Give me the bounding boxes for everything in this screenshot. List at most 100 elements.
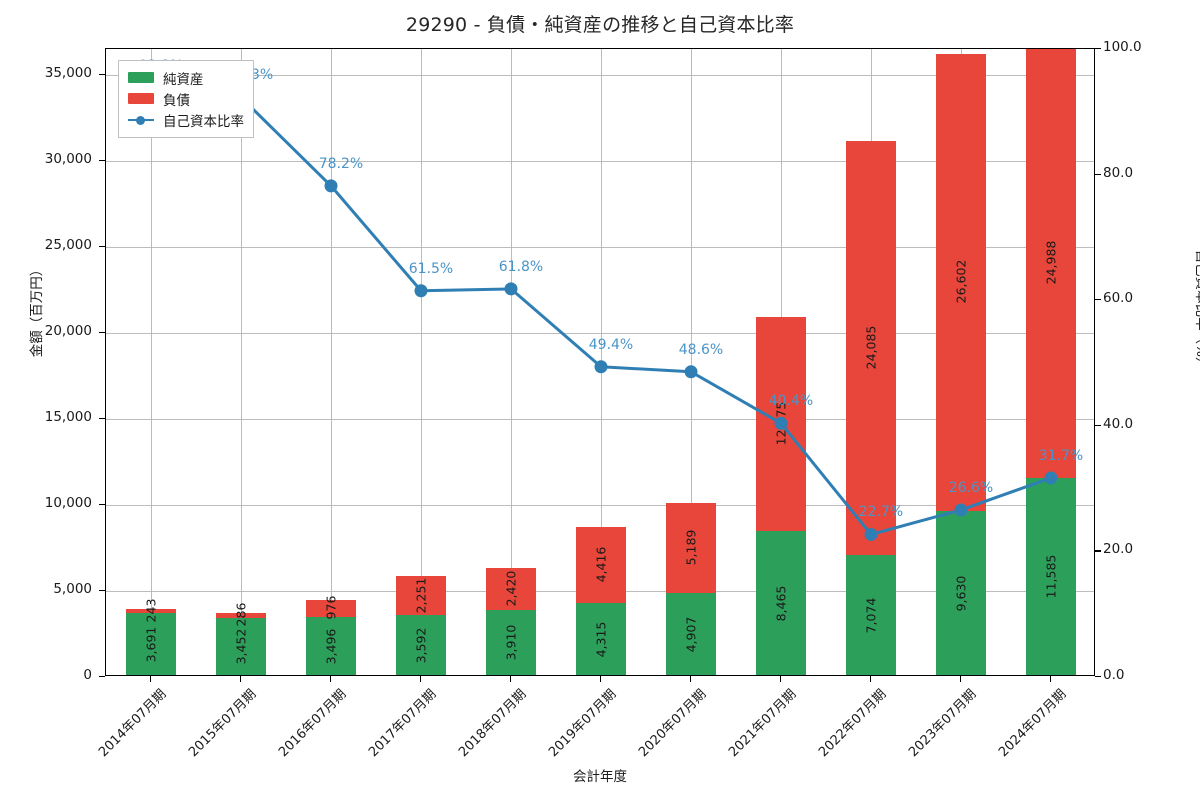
gridline-vertical xyxy=(151,49,152,675)
x-axis-tick-label: 2023年07月期 xyxy=(906,686,980,761)
gridline-vertical xyxy=(511,49,512,675)
x-axis-tick-mark xyxy=(870,676,872,682)
x-axis-tick-label: 2019年07月期 xyxy=(546,686,620,761)
bar-segment-liabilities[interactable] xyxy=(396,576,446,616)
y-axis-right-tick-label: 0.0 xyxy=(1103,667,1125,683)
y-axis-left-tick-mark xyxy=(99,245,105,248)
bar-segment-equity[interactable] xyxy=(576,602,626,675)
bar-segment-equity[interactable] xyxy=(846,555,896,675)
gridline-horizontal xyxy=(106,504,1094,506)
bar-segment-equity[interactable] xyxy=(666,592,716,675)
bar-segment-equity[interactable] xyxy=(126,613,176,675)
legend-item-liabilities[interactable]: 負債 xyxy=(128,88,244,109)
y-axis-right-tick-label: 60.0 xyxy=(1103,290,1134,307)
y-axis-right-tick-label: 100.0 xyxy=(1103,39,1142,55)
x-axis-tick-mark xyxy=(960,676,962,682)
legend-item-equity-ratio[interactable]: 自己資本比率 xyxy=(128,109,244,130)
equity-ratio-point[interactable] xyxy=(324,179,338,193)
y-axis-right-tick-mark xyxy=(1095,173,1101,175)
equity-ratio-point[interactable] xyxy=(414,284,428,298)
x-axis-tick-label: 2017年07月期 xyxy=(366,686,440,761)
legend-swatch-liabilities xyxy=(128,93,154,104)
equity-ratio-data-label: 31.7% xyxy=(1038,447,1084,464)
legend-label-equity-ratio: 自己資本比率 xyxy=(163,113,244,130)
y-axis-left-tick-mark xyxy=(99,73,105,75)
gridline-horizontal xyxy=(106,418,1094,420)
equity-ratio-line xyxy=(149,86,1053,536)
bar-segment-equity[interactable] xyxy=(306,616,356,675)
bar-segment-liabilities[interactable] xyxy=(576,526,626,603)
legend-line-marker-equity-ratio xyxy=(128,114,154,125)
equity-ratio-point[interactable] xyxy=(864,527,878,541)
y-axis-left-tick-label: 25,000 xyxy=(44,236,92,253)
bar-segment-equity[interactable] xyxy=(936,511,986,675)
equity-ratio-point[interactable] xyxy=(684,365,698,379)
bar-segment-equity[interactable] xyxy=(396,615,446,675)
y-axis-left-tick-label: 20,000 xyxy=(44,322,92,339)
equity-ratio-data-label: 78.2% xyxy=(318,155,364,172)
y-axis-right-tick-mark xyxy=(1095,676,1101,678)
x-axis-tick-label: 2014年07月期 xyxy=(96,686,170,761)
legend-item-equity[interactable]: 純資産 xyxy=(128,67,244,88)
y-axis-left-tick-label: 5,000 xyxy=(53,580,92,597)
legend-label-equity: 純資産 xyxy=(163,71,204,88)
equity-ratio-data-label: 49.4% xyxy=(588,336,634,353)
x-axis-tick-mark xyxy=(510,676,512,682)
bar-segment-liabilities[interactable] xyxy=(126,609,176,614)
x-axis-tick-label: 2018年07月期 xyxy=(456,686,530,761)
y-axis-right-tick-label: 40.0 xyxy=(1103,415,1134,432)
y-axis-left-tick-label: 35,000 xyxy=(44,64,92,81)
x-axis-tick-label: 2020年07月期 xyxy=(636,686,710,761)
equity-ratio-data-label: 48.6% xyxy=(678,341,724,358)
bar-segment-equity[interactable] xyxy=(216,617,266,675)
equity-ratio-point[interactable] xyxy=(504,282,518,296)
gridline-horizontal xyxy=(106,74,1094,76)
y-axis-right-tick-mark xyxy=(1095,424,1101,426)
x-axis-tick-mark xyxy=(330,676,332,682)
bar-segment-liabilities[interactable] xyxy=(936,53,986,512)
x-axis-tick-label: 2024年07月期 xyxy=(996,686,1070,761)
bar-segment-liabilities[interactable] xyxy=(216,612,266,618)
y-axis-right-tick-mark xyxy=(1095,48,1101,50)
equity-ratio-point[interactable] xyxy=(774,416,788,430)
bar-segment-equity[interactable] xyxy=(756,531,806,675)
chart-legend[interactable]: 純資産 負債 自己資本比率 xyxy=(118,60,254,138)
y-axis-left-tick-mark xyxy=(99,503,105,506)
bar-segment-liabilities[interactable] xyxy=(306,600,356,617)
ratio-line-layer xyxy=(144,81,1058,541)
y-axis-right-tick-label: 20.0 xyxy=(1103,541,1134,558)
x-axis-title: 会計年度 xyxy=(573,769,627,785)
plot-area: 3,691 243 3,452 286 3,496 976 3,592 2,251 3,910 2… xyxy=(105,48,1095,676)
plot-inner: 3,691 243 3,452 286 3,496 976 3,592 2,251 3,910 2… xyxy=(106,49,1094,675)
bar-segment-equity[interactable] xyxy=(486,609,536,675)
legend-swatch-equity xyxy=(128,72,154,83)
y-axis-left-tick-mark xyxy=(99,331,105,334)
x-axis-tick-mark xyxy=(240,676,242,682)
equity-ratio-point[interactable] xyxy=(594,360,608,374)
bar-segment-liabilities[interactable] xyxy=(486,568,536,610)
gridline-vertical xyxy=(691,49,692,675)
x-axis-tick-label: 2015年07月期 xyxy=(186,686,260,761)
x-axis-tick-label: 2016年07月期 xyxy=(276,686,350,761)
legend-label-liabilities: 負債 xyxy=(163,92,190,109)
x-axis-tick-mark xyxy=(420,676,422,682)
y-axis-right-tick-mark xyxy=(1095,550,1101,552)
gridline-vertical xyxy=(241,49,242,675)
chart-title: 29290 - 負債・純資産の推移と自己資本比率 xyxy=(405,14,795,36)
y-axis-left-tick-mark xyxy=(99,676,105,678)
bar-segment-liabilities[interactable] xyxy=(846,140,896,556)
y-axis-left-tick-label: 30,000 xyxy=(44,150,92,167)
equity-ratio-point[interactable] xyxy=(1044,471,1058,485)
bar-segment-liabilities[interactable] xyxy=(1026,49,1076,478)
x-axis-tick-mark xyxy=(600,676,602,682)
bar-segment-liabilities[interactable] xyxy=(666,503,716,593)
x-axis-tick-mark xyxy=(1050,676,1052,682)
y-axis-left-tick-mark xyxy=(99,589,105,592)
bar-segment-equity[interactable] xyxy=(1026,477,1076,675)
equity-ratio-data-label: 61.5% xyxy=(408,260,454,277)
equity-ratio-point[interactable] xyxy=(954,503,968,517)
y-axis-left-tick-mark xyxy=(99,159,105,162)
y-axis-right-tick-label: 80.0 xyxy=(1103,164,1134,181)
equity-ratio-data-label: 22.7% xyxy=(858,504,904,521)
y-axis-right-tick-mark xyxy=(1095,299,1101,301)
